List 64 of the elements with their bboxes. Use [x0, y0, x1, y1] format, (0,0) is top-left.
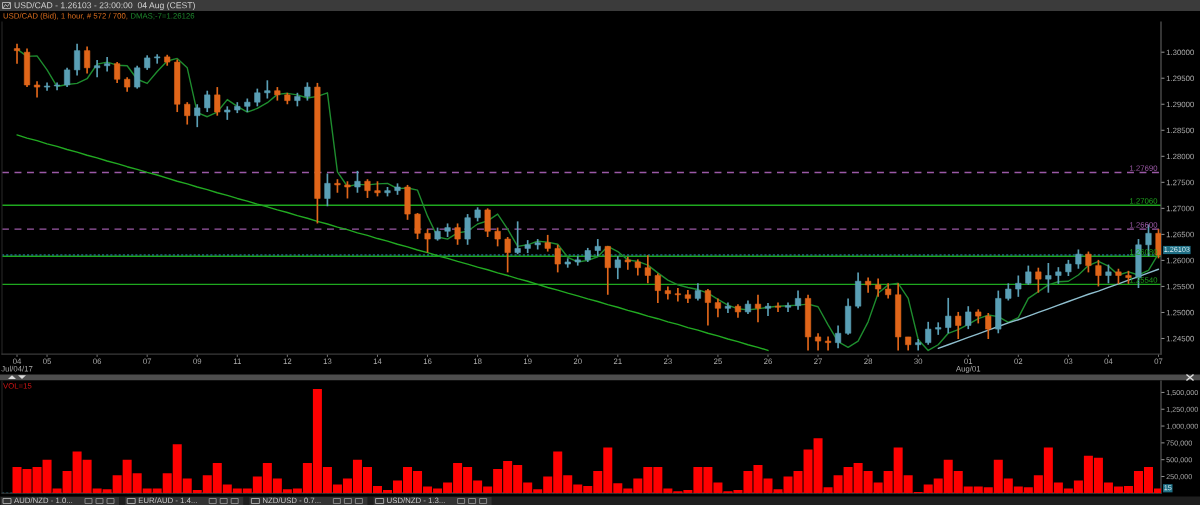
candlestick [985, 312, 992, 340]
candlestick [424, 228, 431, 254]
candlestick [534, 238, 541, 251]
candlestick [574, 255, 581, 267]
candlestick [1025, 264, 1032, 286]
candlestick [544, 234, 551, 253]
candlestick [825, 335, 832, 352]
candlestick [614, 255, 621, 280]
chart-title: USD/CAD - 1.26103 - 23:00:00 04 Aug (CEST) [14, 1, 195, 11]
candlestick [1005, 282, 1012, 302]
candlestick [464, 213, 471, 246]
candlestick [494, 226, 501, 248]
candlestick [644, 254, 651, 285]
candlestick [1085, 250, 1092, 274]
candlestick [915, 338, 922, 352]
candlestick [865, 276, 872, 294]
candlestick [1045, 262, 1052, 294]
candlestick [194, 103, 201, 128]
candlestick [1105, 263, 1112, 285]
candlestick [164, 53, 171, 67]
candlestick [1095, 259, 1102, 288]
candlestick [1075, 248, 1082, 270]
candlestick [684, 289, 691, 304]
candlestick [674, 287, 681, 303]
candlestick [404, 184, 411, 221]
candlestick [524, 239, 531, 254]
candlestick [224, 105, 231, 121]
candlestick [875, 277, 882, 298]
candlestick [634, 258, 641, 277]
candlestick [975, 308, 982, 325]
candlestick [694, 282, 701, 302]
candlestick [784, 301, 792, 313]
candlestick [504, 236, 511, 274]
candlestick [1015, 274, 1022, 298]
candlestick [584, 247, 591, 263]
candlestick [94, 59, 101, 79]
candlestick [204, 89, 211, 113]
candlestick [104, 56, 111, 73]
candlestick [314, 82, 321, 225]
candlestick [54, 81, 61, 92]
candlestick [484, 207, 491, 238]
candlestick [454, 222, 461, 246]
candlestick [364, 178, 371, 199]
candlestick [154, 53, 161, 65]
candlestick [34, 80, 41, 99]
candlestick [234, 101, 241, 114]
candlestick [955, 311, 962, 340]
candlestick [254, 87, 261, 108]
candlestick [664, 285, 671, 301]
candlestick [885, 282, 892, 300]
candlestick [44, 81, 51, 92]
candlestick [1035, 266, 1042, 294]
candlestick [354, 170, 361, 194]
candlestick [304, 81, 311, 102]
candlestick [935, 321, 942, 336]
candlestick [624, 255, 631, 271]
candlestick [264, 79, 271, 100]
candlestick [414, 212, 421, 240]
line-series [937, 268, 1160, 350]
candlestick [124, 76, 131, 93]
candlestick [564, 257, 571, 269]
candlestick [905, 336, 912, 352]
candlestick [945, 297, 952, 335]
candlestick [324, 172, 331, 208]
